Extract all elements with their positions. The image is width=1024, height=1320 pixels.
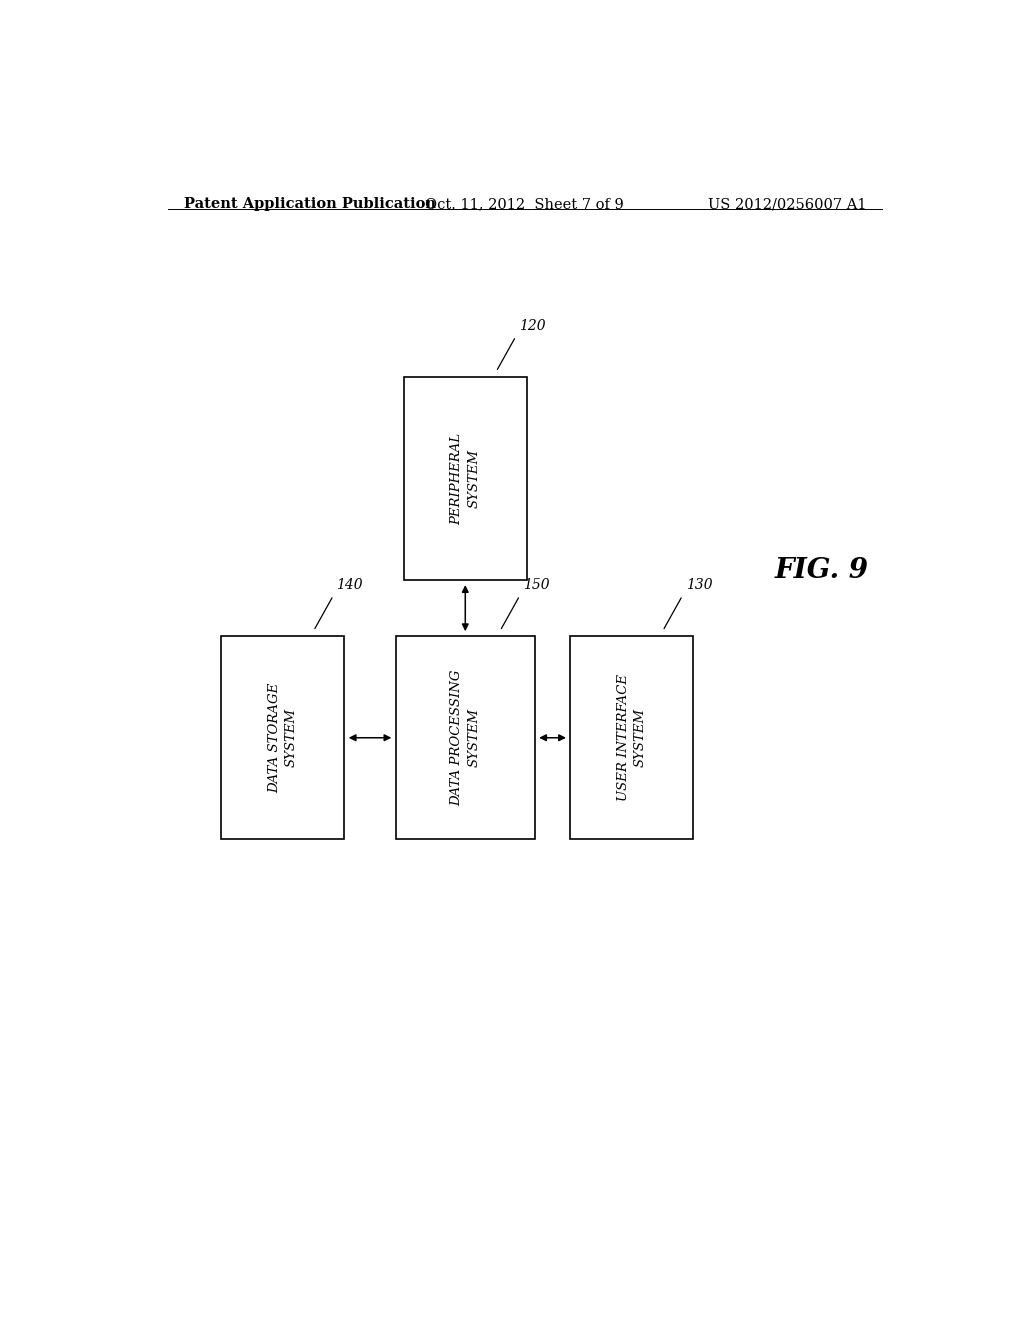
Bar — [570, 636, 693, 840]
Bar — [221, 636, 344, 840]
Text: 140: 140 — [337, 578, 364, 593]
Text: Oct. 11, 2012  Sheet 7 of 9: Oct. 11, 2012 Sheet 7 of 9 — [425, 197, 625, 211]
Text: DATA STORAGE
SYSTEM: DATA STORAGE SYSTEM — [267, 682, 298, 793]
Text: FIG. 9: FIG. 9 — [775, 557, 868, 583]
Bar — [396, 636, 535, 840]
Text: PERIPHERAL
SYSTEM: PERIPHERAL SYSTEM — [451, 433, 480, 524]
Text: US 2012/0256007 A1: US 2012/0256007 A1 — [708, 197, 866, 211]
Text: Patent Application Publication: Patent Application Publication — [183, 197, 435, 211]
Text: 150: 150 — [523, 578, 550, 593]
Bar — [403, 378, 526, 581]
Text: USER INTERFACE
SYSTEM: USER INTERFACE SYSTEM — [616, 675, 647, 801]
Text: DATA PROCESSING
SYSTEM: DATA PROCESSING SYSTEM — [451, 669, 480, 807]
Text: 120: 120 — [519, 319, 546, 333]
Text: 130: 130 — [686, 578, 713, 593]
